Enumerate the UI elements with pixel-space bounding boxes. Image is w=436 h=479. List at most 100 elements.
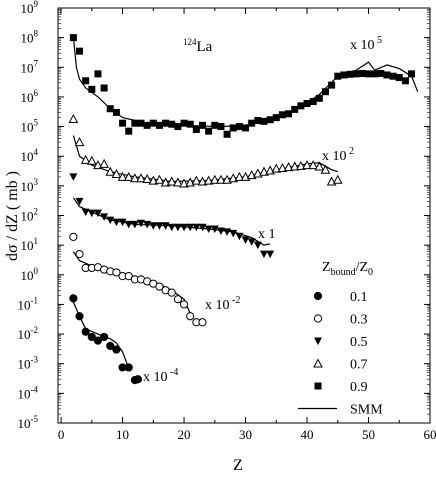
data-point-09 <box>186 120 194 128</box>
data-point-05 <box>137 219 146 228</box>
scale-annotation-07: x 10 2 <box>322 146 354 164</box>
data-point-05 <box>241 236 250 244</box>
legend-label-smm: SMM <box>350 403 383 418</box>
data-point-05 <box>155 222 164 230</box>
x-tick-label: 50 <box>362 427 375 442</box>
data-point-05 <box>112 218 121 227</box>
data-point-09 <box>346 70 354 78</box>
data-point-09 <box>112 108 120 116</box>
data-point-09 <box>315 94 323 102</box>
data-point-09 <box>168 120 176 128</box>
legend-label-03: 0.3 <box>350 313 368 328</box>
scale-annotation-09: x 10 5 <box>350 35 382 53</box>
data-point-09 <box>205 127 213 135</box>
data-point-09 <box>198 121 206 129</box>
data-point-09 <box>371 70 379 78</box>
y-tick-label: 10-5 <box>18 414 39 431</box>
legend-marker-03 <box>313 314 323 323</box>
data-point-07 <box>203 175 214 185</box>
data-point-09 <box>235 123 243 131</box>
data-point-09 <box>321 88 329 96</box>
data-point-09 <box>155 121 163 129</box>
y-tick-label: 103 <box>21 177 39 194</box>
data-point-07 <box>332 174 343 184</box>
data-point-05 <box>167 223 176 232</box>
data-point-07 <box>296 160 306 170</box>
scale-annotation-03: x 10 -2 <box>205 295 240 313</box>
data-point-07 <box>191 175 202 185</box>
data-point-01 <box>69 294 78 303</box>
data-point-07 <box>99 158 109 168</box>
y-tick-label: 102 <box>21 207 39 224</box>
legend-title-z: Z <box>322 260 331 275</box>
data-point-09 <box>106 105 114 113</box>
data-point-01 <box>133 375 143 384</box>
legend-entries: 0.1 0.3 0.5 0.7 0.9 SMM <box>298 290 383 418</box>
data-point-07 <box>173 177 183 187</box>
data-point-09 <box>328 81 336 89</box>
data-point-03 <box>179 300 189 309</box>
data-point-07 <box>320 164 331 174</box>
data-point-05 <box>216 227 225 235</box>
data-point-05 <box>161 222 170 230</box>
x-tick-label: 60 <box>424 427 436 442</box>
y-tick-label: 107 <box>21 58 39 75</box>
data-point-09 <box>76 47 84 55</box>
legend-title: Zbound/Z0 <box>322 260 373 278</box>
data-point-09 <box>242 124 250 132</box>
data-point-09 <box>100 84 108 92</box>
legend-marker-05 <box>314 337 322 345</box>
smm-curve-03 <box>72 251 191 314</box>
data-point-03 <box>155 282 164 291</box>
data-point-09 <box>217 123 225 131</box>
data-point-07 <box>154 174 165 184</box>
data-point-09 <box>365 70 373 78</box>
data-point-09 <box>162 119 170 127</box>
y-axis-title: dσ / dZ ( mb ) <box>4 171 21 261</box>
scale-annotation-group: x 10 5 x 10 2 x 1 x 10 -2 x 10 -4 <box>143 35 382 385</box>
data-point-07 <box>123 171 134 181</box>
data-point-05 <box>124 220 133 229</box>
legend: Zbound/Z0 0.1 0.3 0.5 0.7 0.9 SMM <box>298 260 383 418</box>
y-tick-label: 101 <box>21 236 39 253</box>
data-point-09 <box>297 102 305 110</box>
data-point-07 <box>197 176 208 186</box>
scale-annotation-05: x 1 <box>258 227 276 242</box>
data-point-09 <box>131 119 139 127</box>
y-tick-label: 10-2 <box>18 325 39 342</box>
data-point-03 <box>198 318 207 327</box>
data-point-01 <box>100 332 109 342</box>
data-point-05 <box>210 225 219 234</box>
scale-annotation-01: x 10 -4 <box>143 367 178 385</box>
data-point-09 <box>143 121 151 129</box>
data-point-07 <box>148 175 159 185</box>
data-point-09 <box>149 119 157 127</box>
data-point-03 <box>112 268 121 277</box>
data-point-07 <box>283 162 294 172</box>
data-point-07 <box>111 168 122 179</box>
data-point-07 <box>74 137 85 147</box>
data-point-03 <box>167 288 176 297</box>
data-point-09 <box>254 117 262 125</box>
data-point-07 <box>68 113 79 124</box>
x-tick-label: 40 <box>301 427 314 442</box>
data-point-09 <box>180 119 188 127</box>
data-point-07 <box>277 162 288 173</box>
data-point-05 <box>223 228 232 236</box>
y-tick-label: 106 <box>21 88 39 105</box>
x-tick-label: 30 <box>239 427 252 442</box>
data-point-05 <box>75 197 84 206</box>
nucleus-mass: 124 <box>183 37 197 47</box>
data-point-09 <box>401 77 409 85</box>
y-tick-label: 10-1 <box>18 295 39 312</box>
data-point-09 <box>82 77 90 85</box>
data-point-05 <box>229 229 238 238</box>
data-point-05 <box>100 213 109 221</box>
y-tick-label: 10-3 <box>18 355 39 372</box>
legend-label-01: 0.1 <box>350 290 368 305</box>
y-tick-label: 10-4 <box>18 384 39 401</box>
data-point-07 <box>314 161 325 171</box>
legend-marker-01 <box>313 291 323 301</box>
data-point-05 <box>143 220 152 229</box>
legend-label-07: 0.7 <box>350 358 368 373</box>
